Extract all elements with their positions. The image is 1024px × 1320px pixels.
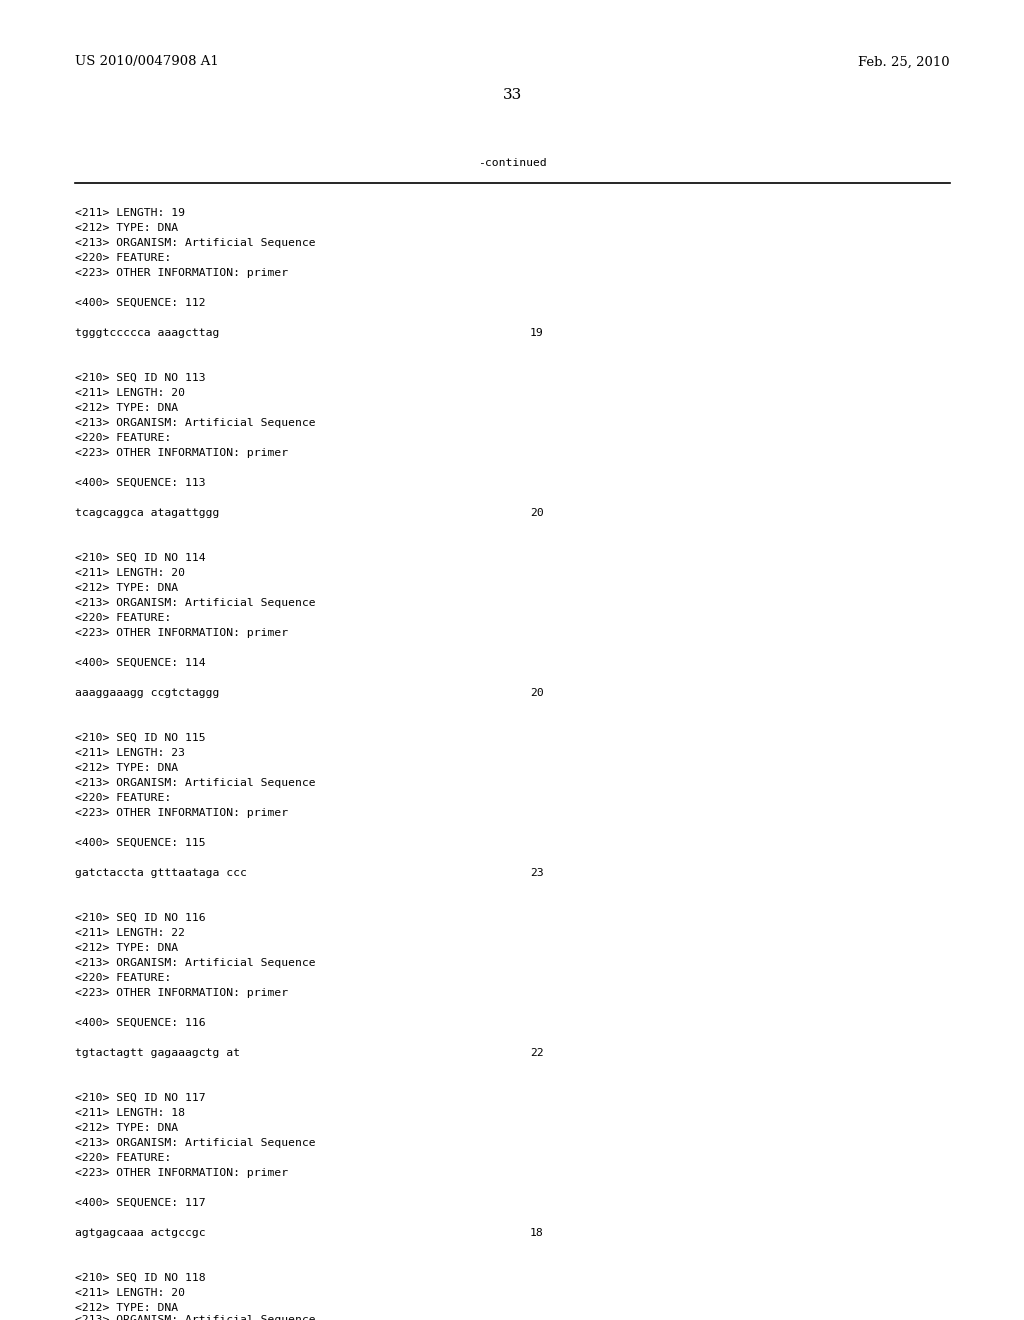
Text: <212> TYPE: DNA: <212> TYPE: DNA bbox=[75, 403, 178, 413]
Text: <400> SEQUENCE: 114: <400> SEQUENCE: 114 bbox=[75, 657, 206, 668]
Text: <213> ORGANISM: Artificial Sequence: <213> ORGANISM: Artificial Sequence bbox=[75, 598, 315, 609]
Text: <400> SEQUENCE: 117: <400> SEQUENCE: 117 bbox=[75, 1199, 206, 1208]
Text: 19: 19 bbox=[530, 327, 544, 338]
Text: <210> SEQ ID NO 116: <210> SEQ ID NO 116 bbox=[75, 913, 206, 923]
Text: 22: 22 bbox=[530, 1048, 544, 1059]
Text: <210> SEQ ID NO 115: <210> SEQ ID NO 115 bbox=[75, 733, 206, 743]
Text: <223> OTHER INFORMATION: primer: <223> OTHER INFORMATION: primer bbox=[75, 808, 288, 818]
Text: <220> FEATURE:: <220> FEATURE: bbox=[75, 793, 171, 803]
Text: tcagcaggca atagattggg: tcagcaggca atagattggg bbox=[75, 508, 219, 517]
Text: <400> SEQUENCE: 113: <400> SEQUENCE: 113 bbox=[75, 478, 206, 488]
Text: <212> TYPE: DNA: <212> TYPE: DNA bbox=[75, 1123, 178, 1133]
Text: <210> SEQ ID NO 113: <210> SEQ ID NO 113 bbox=[75, 374, 206, 383]
Text: <211> LENGTH: 20: <211> LENGTH: 20 bbox=[75, 568, 185, 578]
Text: tgggtccccca aaagcttag: tgggtccccca aaagcttag bbox=[75, 327, 219, 338]
Text: <213> ORGANISM: Artificial Sequence: <213> ORGANISM: Artificial Sequence bbox=[75, 1138, 315, 1148]
Text: <223> OTHER INFORMATION: primer: <223> OTHER INFORMATION: primer bbox=[75, 447, 288, 458]
Text: <211> LENGTH: 20: <211> LENGTH: 20 bbox=[75, 388, 185, 399]
Text: <400> SEQUENCE: 115: <400> SEQUENCE: 115 bbox=[75, 838, 206, 847]
Text: <220> FEATURE:: <220> FEATURE: bbox=[75, 612, 171, 623]
Text: 20: 20 bbox=[530, 688, 544, 698]
Text: <212> TYPE: DNA: <212> TYPE: DNA bbox=[75, 1303, 178, 1313]
Text: <212> TYPE: DNA: <212> TYPE: DNA bbox=[75, 763, 178, 774]
Text: 20: 20 bbox=[530, 508, 544, 517]
Text: <213> ORGANISM: Artificial Sequence: <213> ORGANISM: Artificial Sequence bbox=[75, 958, 315, 968]
Text: <223> OTHER INFORMATION: primer: <223> OTHER INFORMATION: primer bbox=[75, 987, 288, 998]
Text: <211> LENGTH: 22: <211> LENGTH: 22 bbox=[75, 928, 185, 939]
Text: <220> FEATURE:: <220> FEATURE: bbox=[75, 1152, 171, 1163]
Text: <210> SEQ ID NO 118: <210> SEQ ID NO 118 bbox=[75, 1272, 206, 1283]
Text: <220> FEATURE:: <220> FEATURE: bbox=[75, 973, 171, 983]
Text: gatctaccta gtttaataga ccc: gatctaccta gtttaataga ccc bbox=[75, 869, 247, 878]
Text: <210> SEQ ID NO 117: <210> SEQ ID NO 117 bbox=[75, 1093, 206, 1104]
Text: <223> OTHER INFORMATION: primer: <223> OTHER INFORMATION: primer bbox=[75, 268, 288, 279]
Text: tgtactagtt gagaaagctg at: tgtactagtt gagaaagctg at bbox=[75, 1048, 240, 1059]
Text: <212> TYPE: DNA: <212> TYPE: DNA bbox=[75, 223, 178, 234]
Text: <210> SEQ ID NO 114: <210> SEQ ID NO 114 bbox=[75, 553, 206, 564]
Text: Feb. 25, 2010: Feb. 25, 2010 bbox=[858, 55, 950, 69]
Text: <400> SEQUENCE: 112: <400> SEQUENCE: 112 bbox=[75, 298, 206, 308]
Text: <211> LENGTH: 20: <211> LENGTH: 20 bbox=[75, 1288, 185, 1298]
Text: <213> ORGANISM: Artificial Sequence: <213> ORGANISM: Artificial Sequence bbox=[75, 418, 315, 428]
Text: <213> ORGANISM: Artificial Sequence: <213> ORGANISM: Artificial Sequence bbox=[75, 777, 315, 788]
Text: aaaggaaagg ccgtctaggg: aaaggaaagg ccgtctaggg bbox=[75, 688, 219, 698]
Text: <220> FEATURE:: <220> FEATURE: bbox=[75, 433, 171, 444]
Text: <223> OTHER INFORMATION: primer: <223> OTHER INFORMATION: primer bbox=[75, 1168, 288, 1177]
Text: <220> FEATURE:: <220> FEATURE: bbox=[75, 253, 171, 263]
Text: 23: 23 bbox=[530, 869, 544, 878]
Text: <212> TYPE: DNA: <212> TYPE: DNA bbox=[75, 942, 178, 953]
Text: <213> ORGANISM: Artificial Sequence: <213> ORGANISM: Artificial Sequence bbox=[75, 238, 315, 248]
Text: <211> LENGTH: 19: <211> LENGTH: 19 bbox=[75, 209, 185, 218]
Text: <211> LENGTH: 18: <211> LENGTH: 18 bbox=[75, 1107, 185, 1118]
Text: 33: 33 bbox=[503, 88, 521, 102]
Text: -continued: -continued bbox=[477, 158, 547, 168]
Text: <211> LENGTH: 23: <211> LENGTH: 23 bbox=[75, 748, 185, 758]
Text: <213> ORGANISM: Artificial Sequence: <213> ORGANISM: Artificial Sequence bbox=[75, 1315, 315, 1320]
Text: agtgagcaaa actgccgc: agtgagcaaa actgccgc bbox=[75, 1228, 206, 1238]
Text: US 2010/0047908 A1: US 2010/0047908 A1 bbox=[75, 55, 219, 69]
Text: <223> OTHER INFORMATION: primer: <223> OTHER INFORMATION: primer bbox=[75, 628, 288, 638]
Text: 18: 18 bbox=[530, 1228, 544, 1238]
Text: <400> SEQUENCE: 116: <400> SEQUENCE: 116 bbox=[75, 1018, 206, 1028]
Text: <212> TYPE: DNA: <212> TYPE: DNA bbox=[75, 583, 178, 593]
